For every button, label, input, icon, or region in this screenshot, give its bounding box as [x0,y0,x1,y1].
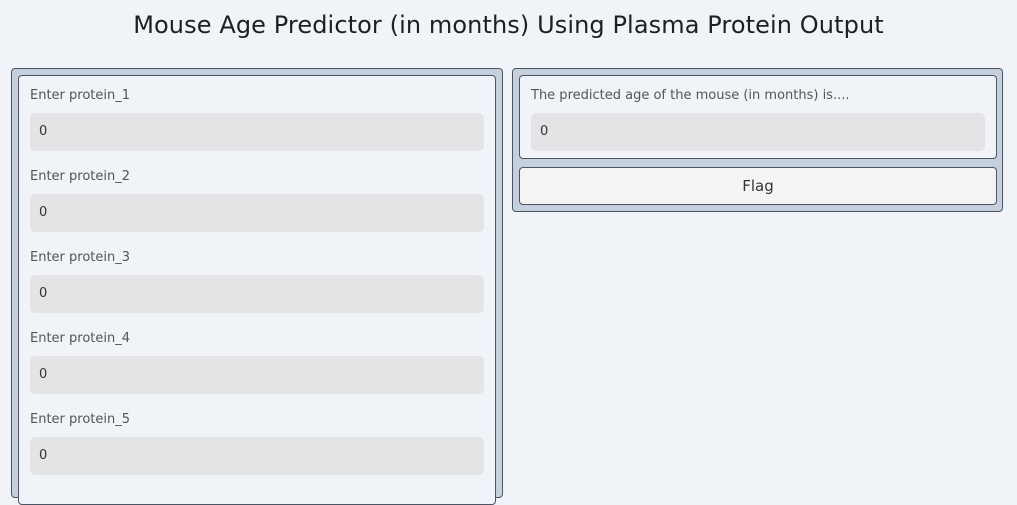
protein-3-field: Enter protein_3 0 [30,250,484,313]
inputs-panel: Enter protein_1 0 Enter protein_2 0 Ente… [11,68,503,505]
protein-3-label: Enter protein_3 [30,250,131,265]
predicted-age-field: The predicted age of the mouse (in month… [531,88,985,151]
output-panel: The predicted age of the mouse (in month… [512,68,1003,212]
protein-5-input[interactable]: 0 [30,437,484,475]
output-card: The predicted age of the mouse (in month… [519,75,997,159]
protein-4-label: Enter protein_4 [30,331,131,346]
inputs-card: Enter protein_1 0 Enter protein_2 0 Ente… [18,75,496,505]
protein-2-label: Enter protein_2 [30,169,131,184]
protein-4-field: Enter protein_4 0 [30,331,484,394]
protein-2-input[interactable]: 0 [30,194,484,232]
protein-1-field: Enter protein_1 0 [30,88,484,151]
protein-5-field: Enter protein_5 0 [30,412,484,475]
protein-2-field: Enter protein_2 0 [30,169,484,232]
predicted-age-label: The predicted age of the mouse (in month… [531,88,850,103]
flag-button[interactable]: Flag [519,167,997,205]
protein-1-label: Enter protein_1 [30,88,131,103]
protein-1-input[interactable]: 0 [30,113,484,151]
predicted-age-output[interactable]: 0 [531,113,985,151]
protein-3-input[interactable]: 0 [30,275,484,313]
protein-4-input[interactable]: 0 [30,356,484,394]
protein-5-label: Enter protein_5 [30,412,131,427]
page-title: Mouse Age Predictor (in months) Using Pl… [133,11,884,39]
